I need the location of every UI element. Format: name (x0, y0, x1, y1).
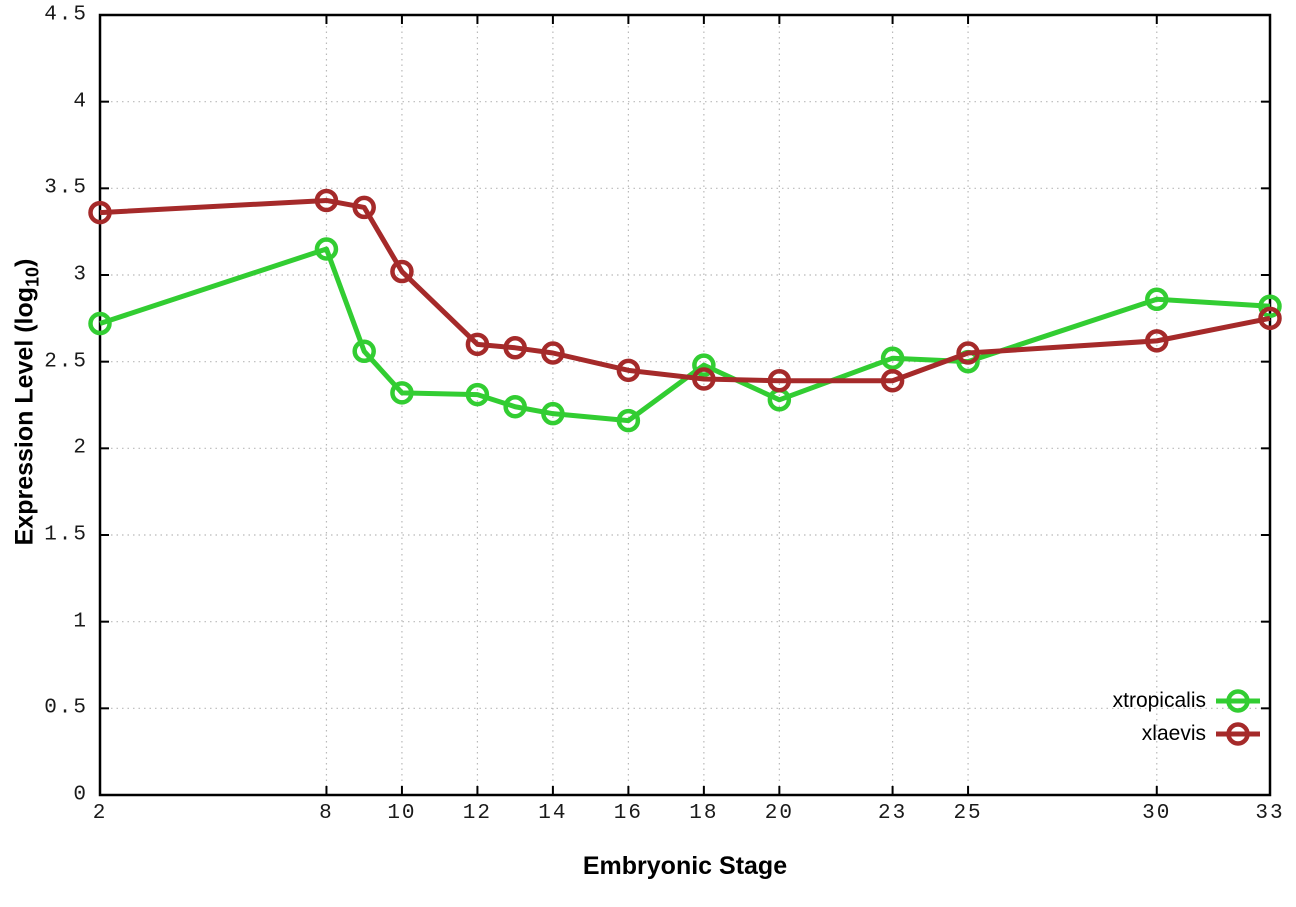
data-point-xtropicalis (1258, 294, 1282, 318)
x-tick-label: 30 (1142, 802, 1172, 825)
data-point-xlaevis (88, 200, 112, 225)
legend-marker-xtropicalis (1216, 688, 1260, 713)
data-point-xlaevis (1145, 329, 1169, 353)
y-tick-label: 3 (73, 263, 88, 287)
legend-label-xtropicalis: xtropicalis (1112, 688, 1206, 712)
y-tick-label: 1.5 (44, 523, 88, 547)
x-tick-label: 2 (92, 802, 108, 825)
data-point-xlaevis (880, 368, 905, 393)
x-tick-label: 18 (689, 802, 719, 825)
data-point-xtropicalis (880, 346, 905, 370)
x-tick-label: 20 (764, 802, 794, 825)
data-point-xlaevis (541, 341, 565, 365)
legend: xtropicalis xlaevis (1113, 684, 1262, 750)
legend-item-xlaevis: xlaevis (1113, 717, 1262, 750)
series-line-xlaevis (99, 197, 1271, 384)
y-tick-label: 3.5 (44, 176, 88, 200)
y-tick-label: 0.5 (44, 696, 88, 720)
x-axis-title: Embryonic Stage (582, 852, 788, 880)
legend-item-xtropicalis: xtropicalis (1113, 684, 1262, 717)
y-tick-label: 2 (73, 436, 88, 460)
x-tick-label: 25 (953, 802, 983, 825)
y-tick-label: 0 (73, 783, 88, 807)
data-point-xlaevis (465, 332, 490, 357)
x-tick-label: 14 (538, 802, 568, 825)
data-point-xtropicalis (390, 381, 414, 405)
legend-marker-xlaevis (1216, 721, 1260, 746)
data-point-xlaevis (956, 341, 980, 365)
data-point-xtropicalis (692, 353, 716, 377)
x-tick-label: 16 (613, 802, 643, 825)
data-point-xlaevis (390, 259, 414, 284)
y-axis-title: Expression Level (log10) (11, 259, 44, 546)
data-point-xlaevis (1258, 306, 1282, 331)
data-point-xlaevis (352, 195, 376, 220)
legend-label-xlaevis: xlaevis (1141, 721, 1206, 745)
data-point-xlaevis (503, 336, 527, 360)
series-xlaevis (88, 188, 1282, 393)
legend-circle-sample (1226, 721, 1250, 746)
data-point-xtropicalis (1145, 287, 1169, 312)
y-axis-title-subscript: 10 (22, 266, 43, 287)
data-point-xlaevis (692, 367, 716, 391)
y-axis-title-suffix: ) (10, 258, 39, 267)
data-point-xtropicalis (541, 401, 565, 426)
data-point-xtropicalis (465, 382, 490, 407)
plot-frame (98, 13, 1272, 797)
x-tick-label: 8 (319, 802, 334, 825)
y-tick-label: 4 (73, 90, 88, 114)
data-point-xlaevis (767, 368, 792, 393)
x-tick-label: 12 (462, 802, 493, 825)
data-point-xtropicalis (88, 311, 112, 336)
x-tick-label: 10 (387, 802, 417, 825)
x-tick-label: 23 (877, 802, 908, 825)
series-line-xtropicalis (99, 246, 1271, 424)
series-xtropicalis (88, 237, 1282, 433)
data-point-xlaevis (616, 358, 641, 383)
data-point-xlaevis (314, 188, 339, 213)
x-tick-label: 33 (1255, 802, 1285, 825)
legend-circle-sample (1226, 688, 1250, 713)
y-tick-label: 1 (73, 610, 88, 634)
data-point-xtropicalis (616, 408, 641, 433)
data-point-xtropicalis (503, 394, 527, 419)
data-point-xtropicalis (314, 237, 339, 261)
y-axis-title-text: Expression Level (log (10, 286, 39, 546)
y-tick-label: 2.5 (44, 350, 88, 374)
data-point-xtropicalis (352, 339, 376, 364)
y-tick-label: 4.5 (44, 3, 88, 27)
